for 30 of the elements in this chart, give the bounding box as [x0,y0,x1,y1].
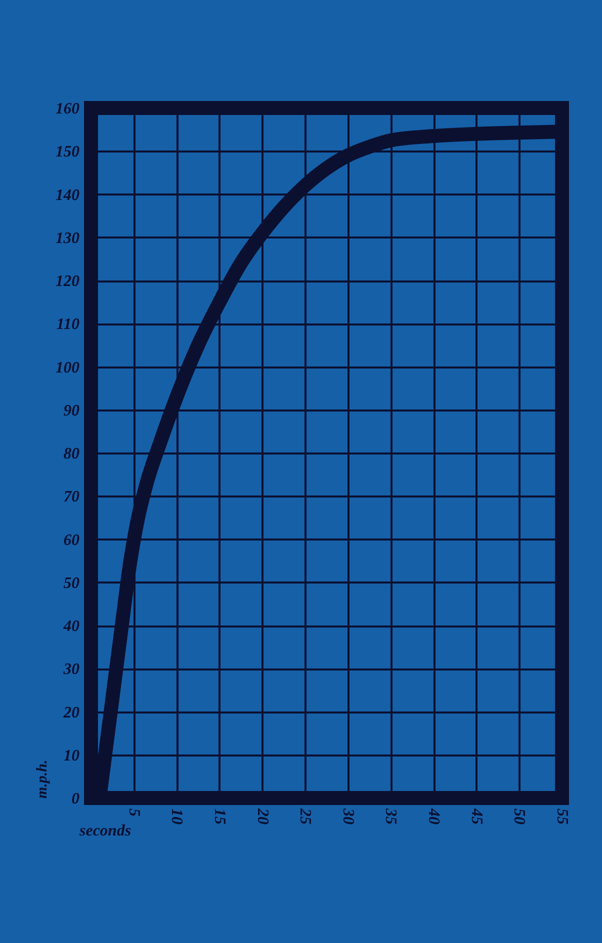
y-tick-label: 70 [64,488,80,506]
y-tick-label: 140 [56,186,80,204]
y-tick-label: 40 [62,618,80,635]
x-tick-label: 35 [382,808,400,824]
x-tick-label: 15 [210,808,228,824]
y-tick-label: 20 [62,704,80,722]
x-tick-label: 50 [510,808,528,824]
y-tick-label: 10 [64,747,80,764]
x-tick-label: 10 [168,808,186,824]
y-tick-label: 30 [62,661,80,678]
y-tick-label: 90 [64,402,80,420]
x-tick-label: 40 [425,808,442,824]
x-tick-label: 20 [254,808,271,824]
y-tick-label: 150 [56,144,80,161]
y-tick-label: 80 [64,446,80,462]
y-tick-label: 100 [56,359,80,376]
x-tick-label: 5 [125,808,142,816]
y-tick-label: 60 [64,532,80,549]
x-tick-label: 45 [468,808,485,824]
y-tick-label: 120 [56,273,80,290]
x-tick-label: 30 [339,808,356,824]
x-tick-label: 25 [296,808,314,824]
y-tick-label: 130 [56,230,80,247]
y-tick-label: 0 [72,790,80,808]
y-axis-title: m.p.h. [34,760,50,798]
y-tick-label: 50 [64,574,80,592]
y-tick-label: 160 [56,100,80,118]
x-tick-label: 55 [554,808,570,824]
y-tick-label: 110 [56,316,80,334]
x-axis-title: seconds [78,822,132,840]
